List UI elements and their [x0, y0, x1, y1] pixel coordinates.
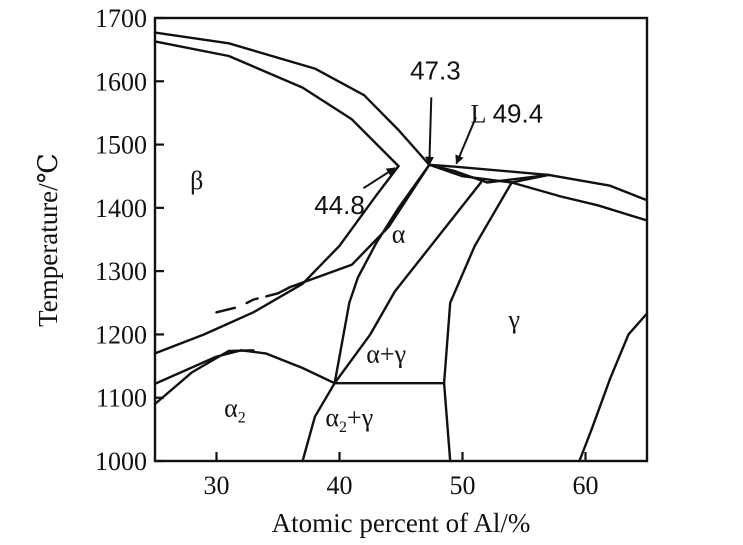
y-tick-label-1500: 1500 [95, 131, 147, 160]
phase-boundary-7 [428, 163, 550, 184]
annotation-arrow-47-3 [425, 97, 435, 166]
phase-boundary-11 [215, 306, 237, 314]
y-tick-label-1300: 1300 [95, 257, 147, 286]
phase-boundary-10 [239, 292, 280, 308]
y-tick-label-1100: 1100 [96, 384, 147, 413]
region-label-3: α+γ [366, 339, 406, 368]
annotation-label-44-8: 44.8 [314, 190, 365, 220]
annotation-arrow-49-4 [455, 117, 477, 165]
phase-boundary-18 [442, 181, 513, 463]
annotation-label-47-3: 47.3 [410, 55, 461, 85]
phase-boundary-5 [510, 181, 649, 222]
y-axis-ticks: 1000 1100 1200 1300 1400 1500 1600 1700 [95, 4, 164, 476]
region-label-4: γ [507, 305, 520, 334]
phase-boundary-3 [428, 163, 550, 177]
x-tick-label-40: 40 [327, 471, 353, 500]
annotations: 47.3 49.4 44.8 [314, 55, 543, 220]
phase-boundaries [153, 31, 649, 463]
y-tick-label-1400: 1400 [95, 194, 147, 223]
y-tick-label-1600: 1600 [95, 67, 147, 96]
phase-boundary-9 [276, 163, 431, 295]
y-axis-title: Temperature/℃ [33, 153, 63, 327]
y-tick-label-1700: 1700 [95, 4, 147, 33]
plot-frame [153, 16, 649, 463]
phase-boundary-15 [153, 349, 336, 385]
region-label-6: α2+γ [325, 403, 373, 436]
phase-boundary-19 [578, 312, 649, 463]
y-tick-label-1200: 1200 [95, 320, 147, 349]
phase-boundary-17 [301, 382, 336, 463]
phase-boundary-13 [333, 181, 483, 385]
x-tick-label-60: 60 [573, 471, 599, 500]
annotation-arrow-44-8 [362, 167, 396, 190]
phase-boundary-12 [333, 163, 431, 385]
x-axis-title: Atomic percent of Al/% [272, 508, 531, 538]
axes: 30 40 50 60 1000 1100 1200 1300 1400 1500 1600 170… [33, 4, 649, 538]
phase-boundary-2 [153, 40, 400, 168]
x-axis-ticks: 30 40 50 60 [204, 452, 599, 500]
phase-boundary-1 [153, 31, 431, 166]
region-label-5: α2 [224, 394, 246, 427]
phase-boundary-16 [153, 349, 255, 406]
phase-boundary-4 [547, 173, 649, 202]
region-label-2: α [392, 220, 406, 249]
region-label-1: β [190, 166, 203, 195]
x-tick-label-50: 50 [450, 471, 476, 500]
annotation-label-49-4: 49.4 [493, 98, 544, 128]
y-tick-label-1000: 1000 [95, 447, 147, 476]
x-tick-label-30: 30 [204, 471, 230, 500]
